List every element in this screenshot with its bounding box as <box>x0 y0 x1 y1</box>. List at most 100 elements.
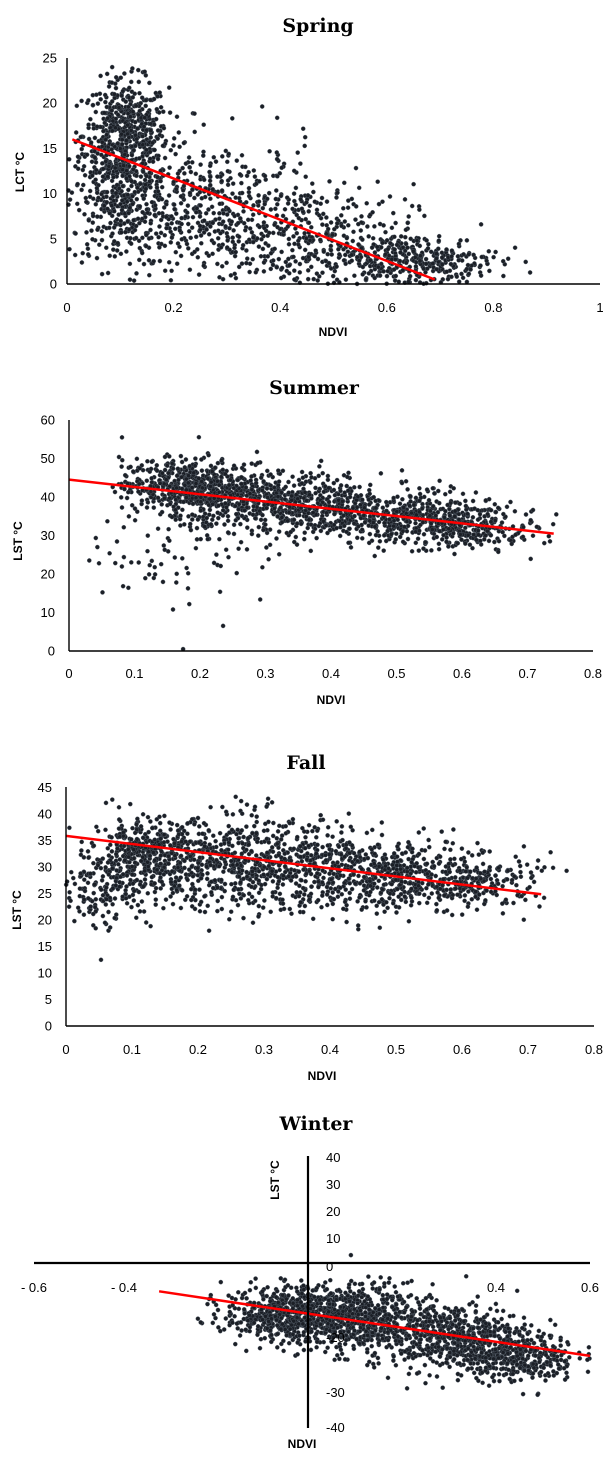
data-point <box>167 843 173 848</box>
x-tick-label: 0 <box>63 300 70 315</box>
data-point <box>187 165 192 170</box>
data-point <box>121 163 126 168</box>
data-point <box>149 475 154 481</box>
data-point <box>375 545 381 550</box>
data-point <box>137 108 142 114</box>
data-point <box>318 812 324 818</box>
data-point <box>167 165 172 170</box>
data-point <box>463 498 468 504</box>
data-point <box>111 225 117 230</box>
data-point <box>185 221 191 227</box>
data-point <box>94 190 100 196</box>
data-point <box>187 463 192 469</box>
data-point <box>158 861 163 867</box>
data-point <box>477 511 483 517</box>
data-point <box>131 278 137 283</box>
data-point <box>84 199 89 205</box>
chart-title: Summer <box>269 377 360 399</box>
data-point <box>142 219 148 224</box>
data-point <box>199 468 205 473</box>
data-point <box>338 488 343 494</box>
data-point <box>321 249 327 254</box>
data-point <box>198 240 204 246</box>
data-point <box>300 475 306 481</box>
data-point <box>146 272 152 278</box>
data-point <box>408 493 413 499</box>
data-point <box>158 561 164 567</box>
data-point <box>406 279 411 284</box>
data-point <box>343 277 349 282</box>
data-point <box>225 238 230 243</box>
data-point <box>148 128 153 133</box>
data-point <box>275 173 280 179</box>
data-point <box>350 238 356 244</box>
data-point <box>305 268 311 273</box>
x-tick-label: 0.8 <box>484 300 502 315</box>
data-point <box>297 261 303 267</box>
data-point <box>127 114 133 119</box>
data-point <box>427 513 433 519</box>
data-point <box>521 524 526 530</box>
data-point <box>436 546 442 552</box>
data-point <box>147 156 153 162</box>
data-point <box>89 159 95 164</box>
data-point <box>264 196 270 202</box>
data-point <box>298 161 303 166</box>
data-point <box>204 227 209 232</box>
data-point <box>239 152 245 158</box>
data-point <box>216 482 222 488</box>
data-point <box>264 850 270 856</box>
data-point <box>436 238 442 243</box>
data-point <box>77 886 83 891</box>
data-point <box>349 258 355 264</box>
data-point <box>389 225 395 231</box>
data-point <box>134 173 139 179</box>
data-point <box>220 467 226 473</box>
data-point <box>157 258 163 264</box>
data-point <box>206 452 211 458</box>
data-point <box>261 828 267 834</box>
data-point <box>451 485 457 491</box>
data-point <box>104 71 110 77</box>
data-point <box>85 252 91 257</box>
data-point <box>210 833 216 839</box>
data-point <box>320 270 325 276</box>
data-point <box>380 199 385 204</box>
data-point <box>209 469 215 474</box>
data-point <box>295 238 301 244</box>
data-point <box>188 235 193 241</box>
data-point <box>113 75 119 80</box>
data-point <box>402 234 408 240</box>
data-point <box>177 144 182 150</box>
data-point <box>136 79 142 85</box>
data-point <box>128 79 134 85</box>
data-point <box>153 116 159 122</box>
data-point <box>266 230 272 236</box>
data-point <box>200 831 205 837</box>
data-point <box>456 279 462 285</box>
data-point <box>421 532 427 537</box>
data-point <box>291 254 296 260</box>
data-point <box>176 130 182 135</box>
data-point <box>287 906 293 912</box>
data-point <box>361 513 367 518</box>
data-point <box>398 250 403 255</box>
data-point <box>188 886 194 892</box>
data-point <box>168 147 174 153</box>
data-point <box>479 254 485 260</box>
data-point <box>166 454 172 459</box>
data-point <box>153 231 159 236</box>
data-point <box>362 505 367 511</box>
data-point <box>85 880 91 886</box>
data-point <box>158 230 164 236</box>
data-point <box>268 472 273 477</box>
data-point <box>139 899 145 904</box>
data-point <box>436 541 442 547</box>
data-point <box>215 235 221 241</box>
data-point <box>240 242 246 248</box>
data-point <box>495 549 501 555</box>
data-point <box>488 533 494 538</box>
data-point <box>484 258 489 264</box>
data-point <box>208 463 214 469</box>
data-point <box>360 264 366 270</box>
